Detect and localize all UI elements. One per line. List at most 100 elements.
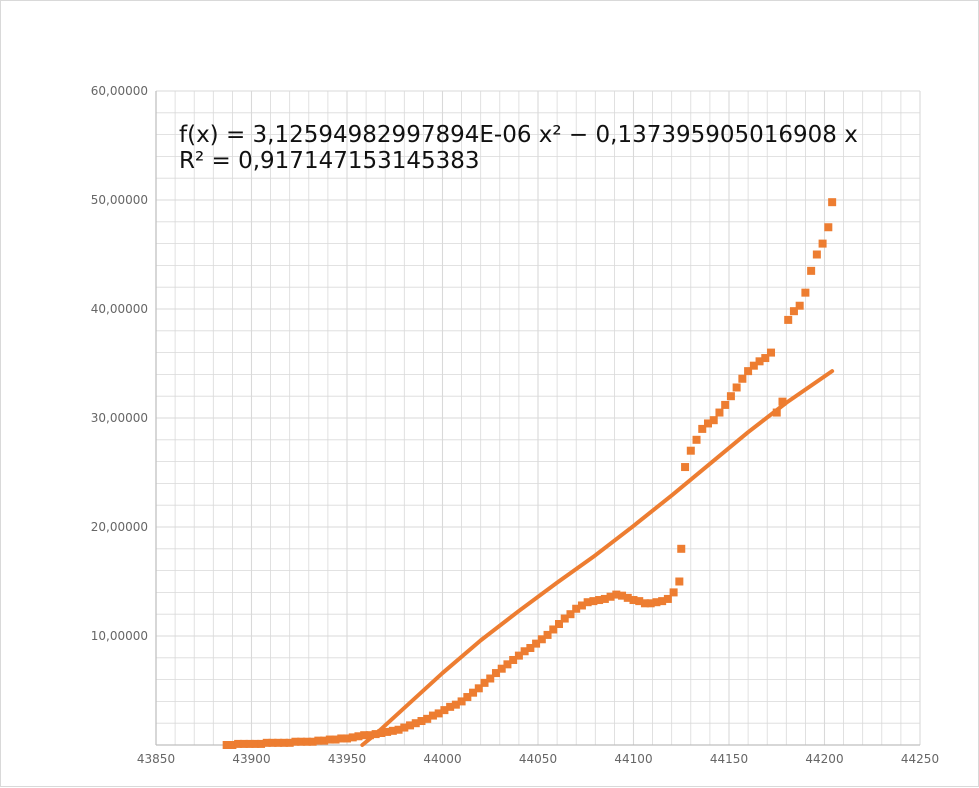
data-point-marker xyxy=(595,596,604,605)
x-tick-label: 44250 xyxy=(901,752,939,766)
annotation-layer: f(x) = 3,12594982997894E-06 x² − 0,13739… xyxy=(179,122,858,174)
data-point-marker xyxy=(612,590,621,599)
r-squared-label: R² = 0,917147153145383 xyxy=(179,148,480,174)
data-point-marker xyxy=(406,721,415,730)
data-point-marker xyxy=(761,354,770,363)
data-point-marker xyxy=(348,733,357,742)
data-point-marker xyxy=(228,741,237,749)
data-point-marker xyxy=(669,588,678,597)
x-tick-label: 44000 xyxy=(423,752,461,766)
data-point-marker xyxy=(451,700,460,709)
data-point-marker xyxy=(285,738,294,747)
data-point-marker xyxy=(577,601,586,610)
data-point-marker xyxy=(549,625,558,634)
data-point-marker xyxy=(652,598,661,607)
data-point-marker xyxy=(812,250,821,259)
data-point-marker xyxy=(635,597,644,606)
trendline-equation: f(x) = 3,12594982997894E-06 x² − 0,13739… xyxy=(179,122,858,148)
data-point-marker xyxy=(526,643,535,652)
data-point-marker xyxy=(509,655,518,664)
data-point-marker xyxy=(772,408,781,417)
data-point-marker xyxy=(715,408,724,417)
data-point-marker xyxy=(486,674,495,683)
data-point-marker xyxy=(677,544,686,553)
points-layer xyxy=(222,198,837,749)
data-point-marker xyxy=(537,635,546,644)
data-point-marker xyxy=(497,664,506,673)
data-point-marker xyxy=(623,593,632,602)
x-tick-label: 44150 xyxy=(710,752,748,766)
data-point-marker xyxy=(514,651,523,660)
data-point-marker xyxy=(377,729,386,738)
data-point-marker xyxy=(394,725,403,734)
data-point-marker xyxy=(560,614,569,623)
data-point-marker xyxy=(709,416,718,425)
data-point-marker xyxy=(400,723,409,732)
data-point-marker xyxy=(698,424,707,433)
data-point-marker xyxy=(360,731,369,740)
data-point-marker xyxy=(491,669,500,678)
data-point-marker xyxy=(767,348,776,357)
y-tick-label: 60,00000 xyxy=(91,84,148,98)
x-tick-label: 43850 xyxy=(137,752,175,766)
data-point-marker xyxy=(726,392,735,401)
data-point-marker xyxy=(503,660,512,669)
data-point-marker xyxy=(824,223,833,232)
data-point-marker xyxy=(543,630,552,639)
data-point-marker xyxy=(469,688,478,697)
data-point-marker xyxy=(457,697,466,706)
data-point-marker xyxy=(417,717,426,726)
data-point-marker xyxy=(314,736,323,745)
data-point-marker xyxy=(658,597,667,606)
data-point-marker xyxy=(371,730,380,739)
data-point-marker xyxy=(589,597,598,606)
data-point-marker xyxy=(692,435,701,444)
data-point-marker xyxy=(566,610,575,619)
data-point-marker xyxy=(245,739,254,748)
data-point-marker xyxy=(383,727,392,736)
data-point-marker xyxy=(686,446,695,455)
data-point-marker xyxy=(279,738,288,747)
data-point-marker xyxy=(784,315,793,324)
data-point-marker xyxy=(446,702,455,711)
data-point-marker xyxy=(331,735,340,744)
data-point-marker xyxy=(388,726,397,735)
data-point-marker xyxy=(274,738,283,747)
data-point-marker xyxy=(440,706,449,715)
y-tick-label: 50,00000 xyxy=(91,193,148,207)
data-point-marker xyxy=(463,693,472,702)
y-tick-label: 20,00000 xyxy=(91,520,148,534)
data-point-marker xyxy=(663,594,672,603)
data-point-marker xyxy=(572,604,581,613)
data-point-marker xyxy=(795,301,804,310)
data-point-marker xyxy=(411,719,420,728)
data-point-marker xyxy=(646,599,655,608)
data-point-marker xyxy=(807,266,816,275)
data-point-marker xyxy=(738,374,747,383)
data-point-marker xyxy=(520,647,529,656)
data-point-marker xyxy=(337,734,346,743)
data-point-marker xyxy=(354,732,363,741)
data-point-marker xyxy=(583,598,592,607)
data-point-marker xyxy=(222,741,231,749)
y-tick-label: 10,00000 xyxy=(91,629,148,643)
data-point-marker xyxy=(755,357,764,366)
data-point-marker xyxy=(268,738,277,747)
data-point-marker xyxy=(251,739,260,748)
data-point-marker xyxy=(532,639,541,648)
data-point-marker xyxy=(262,738,271,747)
data-point-marker xyxy=(721,400,730,409)
tick-label-layer: 43850 43900 43950 44000 44050 44100 44150 44200… xyxy=(91,84,939,766)
x-tick-label: 43950 xyxy=(328,752,366,766)
x-tick-label: 44200 xyxy=(805,752,843,766)
data-point-marker xyxy=(343,734,351,743)
data-point-marker xyxy=(640,599,649,608)
data-point-marker xyxy=(789,307,798,316)
data-point-marker xyxy=(480,678,489,687)
data-point-marker xyxy=(618,591,627,600)
x-tick-label: 44050 xyxy=(519,752,557,766)
data-point-marker xyxy=(732,383,741,392)
data-point-marker xyxy=(302,737,311,746)
